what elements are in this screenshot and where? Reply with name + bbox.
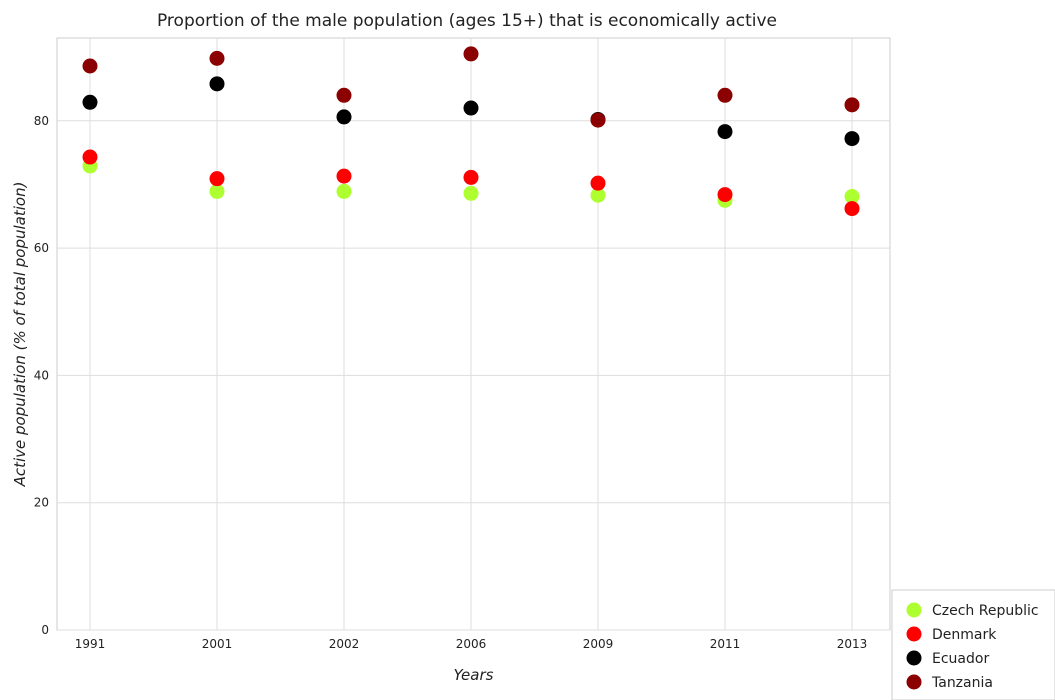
data-point	[336, 87, 352, 103]
legend: Czech Republic Denmark Ecuador Tanzania	[891, 589, 1055, 700]
x-tick-label: 2001	[202, 637, 233, 651]
data-point	[209, 171, 225, 187]
y-tick-label: 20	[34, 496, 49, 510]
x-tick-label: 2009	[583, 637, 614, 651]
data-point	[844, 201, 860, 217]
y-tick-label: 80	[34, 114, 49, 128]
legend-label: Denmark	[932, 627, 997, 643]
data-point	[717, 87, 733, 103]
x-tick-label: 2011	[710, 637, 741, 651]
data-point	[463, 100, 479, 116]
data-point	[209, 76, 225, 92]
legend-marker	[906, 674, 922, 690]
legend-marker	[906, 602, 922, 618]
data-point	[590, 187, 606, 203]
y-axis-label: Active population (% of total population…	[11, 182, 29, 488]
data-point	[844, 97, 860, 113]
data-point	[336, 168, 352, 184]
legend-marker	[906, 650, 922, 666]
data-point	[844, 131, 860, 147]
data-point	[209, 183, 225, 199]
legend-label: Czech Republic	[932, 603, 1039, 619]
data-point	[82, 94, 98, 110]
data-point	[844, 189, 860, 205]
data-point	[463, 185, 479, 201]
y-tick-label: 60	[34, 241, 49, 255]
data-point	[336, 109, 352, 125]
data-points	[82, 46, 860, 217]
x-axis-ticks: 1991 2001 2002 2006 2009 2011 2013	[75, 637, 868, 651]
data-point	[82, 149, 98, 165]
x-tick-label: 2013	[837, 637, 868, 651]
legend-label: Tanzania	[931, 675, 993, 691]
series-ecuador	[82, 76, 860, 147]
x-tick-label: 1991	[75, 637, 106, 651]
data-point	[463, 46, 479, 62]
data-point	[590, 175, 606, 191]
data-point	[209, 50, 225, 66]
data-point	[717, 187, 733, 203]
data-point	[463, 169, 479, 185]
y-tick-label: 0	[41, 623, 49, 637]
x-tick-label: 2002	[329, 637, 360, 651]
data-point	[590, 112, 606, 128]
series-tanzania	[82, 46, 860, 128]
plot-area	[56, 37, 891, 631]
x-axis-label: Years	[454, 666, 494, 684]
series-denmark	[82, 149, 860, 217]
data-point	[717, 124, 733, 140]
data-point	[82, 58, 98, 74]
chart-title: Proportion of the male population (ages …	[157, 11, 777, 31]
legend-label: Ecuador	[932, 651, 989, 667]
x-tick-label: 2006	[456, 637, 487, 651]
y-axis-ticks: 0 20 40 60 80	[34, 114, 49, 637]
legend-marker	[906, 626, 922, 642]
y-tick-label: 40	[34, 368, 49, 382]
data-point	[336, 183, 352, 199]
